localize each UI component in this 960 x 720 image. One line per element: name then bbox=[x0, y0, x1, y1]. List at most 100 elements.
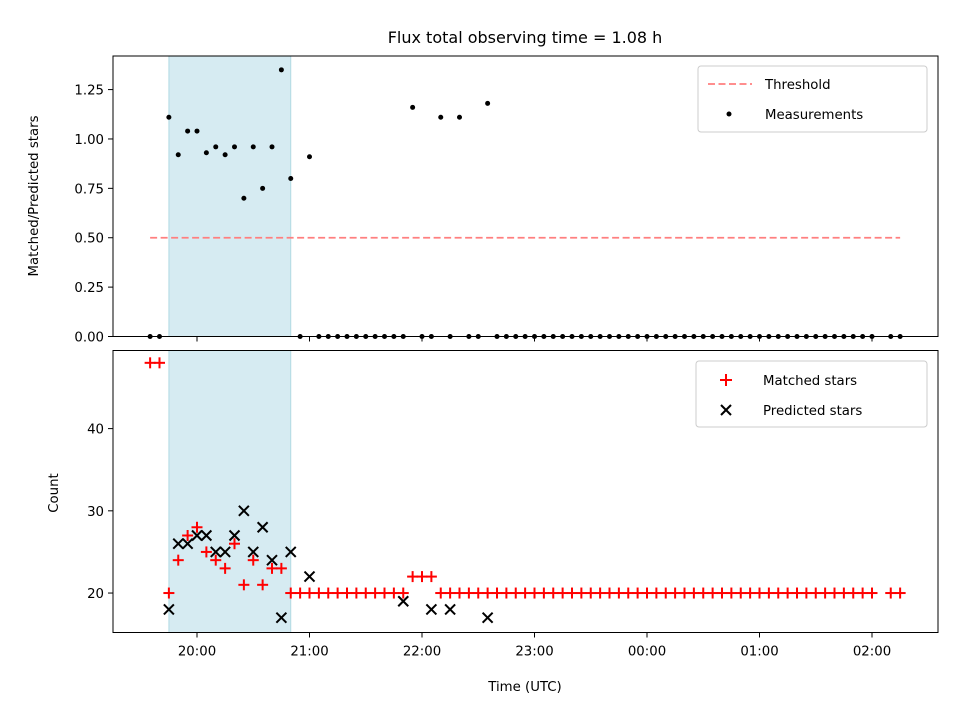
measurement-point bbox=[241, 195, 247, 201]
predicted-star-point bbox=[219, 546, 231, 558]
matched-star-point bbox=[650, 587, 662, 599]
matched-star-point bbox=[547, 587, 559, 599]
x-tick-label: 21:00 bbox=[290, 645, 328, 660]
matched-star-point bbox=[144, 357, 156, 369]
legend-measurements-swatch bbox=[726, 111, 732, 117]
matched-star-point bbox=[172, 554, 184, 566]
predicted-star-point bbox=[425, 603, 438, 616]
matched-star-point bbox=[510, 587, 522, 599]
legend-matched-swatch bbox=[720, 374, 732, 386]
measurement-point bbox=[485, 100, 491, 106]
matched-star-point bbox=[472, 587, 484, 599]
matched-star-point bbox=[810, 587, 822, 599]
matched-star-point bbox=[604, 587, 615, 599]
measurement-point bbox=[288, 175, 294, 181]
measurement-point bbox=[166, 114, 172, 120]
matched-star-point bbox=[491, 587, 503, 599]
predicted-star-point bbox=[210, 546, 222, 558]
x-tick-label: 22:00 bbox=[403, 645, 441, 660]
predicted-star-point bbox=[228, 529, 241, 542]
matched-star-point bbox=[697, 587, 709, 599]
bottom-panel: 20 30 40 20:00 21:00 22:00 23:00 00:00 01:00 02:… bbox=[47, 350, 939, 695]
matched-star-point bbox=[707, 587, 719, 599]
predicted-star-point bbox=[247, 546, 259, 558]
measurement-point bbox=[438, 114, 444, 120]
legend-predicted-label: Predicted stars bbox=[763, 404, 862, 419]
matched-star-point bbox=[294, 587, 306, 599]
measurement-point bbox=[232, 144, 237, 150]
matched-star-point bbox=[744, 587, 756, 599]
matched-star-point bbox=[154, 357, 165, 369]
bottom-y-axis: 20 30 40 bbox=[87, 423, 113, 602]
matched-star-point bbox=[425, 571, 437, 583]
measurement-point bbox=[222, 152, 228, 158]
predicted-star-point bbox=[238, 505, 250, 517]
matched-star-point bbox=[838, 587, 850, 599]
matched-star-point bbox=[575, 587, 587, 599]
predicted-star-point bbox=[200, 529, 213, 542]
matched-star-point bbox=[350, 587, 362, 599]
matched-star-point bbox=[669, 587, 681, 599]
matched-star-point bbox=[341, 587, 353, 599]
top-legend-frame bbox=[697, 65, 928, 133]
matched-star-point bbox=[538, 587, 550, 599]
measurement-point bbox=[194, 128, 200, 134]
x-tick-label: 23:00 bbox=[515, 645, 553, 660]
matched-star-point bbox=[519, 587, 531, 599]
matched-star-point bbox=[763, 587, 775, 599]
matched-star-point bbox=[613, 587, 625, 599]
predicted-star-point bbox=[397, 595, 409, 607]
predicted-star-point bbox=[444, 603, 456, 616]
predicted-star-point bbox=[163, 603, 175, 616]
measurement-point bbox=[175, 152, 181, 158]
matched-star-point bbox=[847, 587, 859, 599]
matched-star-point bbox=[885, 587, 897, 599]
predicted-star-point bbox=[266, 554, 278, 566]
matched-star-point bbox=[716, 587, 728, 599]
predicted-star-point bbox=[285, 546, 297, 558]
matched-star-point bbox=[191, 521, 203, 533]
top-plot-frame bbox=[112, 55, 939, 337]
bottom-y-axis-label: Count bbox=[47, 473, 62, 513]
measurement-point bbox=[260, 185, 266, 191]
measurement-point bbox=[213, 144, 219, 150]
top-legend: Threshold Measurements bbox=[697, 65, 928, 133]
matched-star-point bbox=[735, 587, 747, 599]
matched-star-point bbox=[182, 529, 194, 541]
matched-star-point bbox=[566, 587, 578, 599]
top-panel: 0.00 0.25 0.50 0.75 1.00 1.25 Matched/Predict… bbox=[27, 55, 939, 346]
matched-star-point bbox=[679, 587, 690, 599]
matched-star-point bbox=[275, 562, 287, 574]
matched-star-point bbox=[829, 587, 840, 599]
matched-star-point bbox=[463, 587, 475, 599]
matched-star-point bbox=[454, 587, 465, 599]
matched-star-point bbox=[163, 587, 175, 599]
predicted-star-point bbox=[303, 570, 316, 583]
measurement-point bbox=[278, 67, 284, 73]
x-tick-label: 20:00 bbox=[178, 645, 216, 660]
matched-star-point bbox=[782, 587, 794, 599]
top-y-axis-label: Matched/Predicted stars bbox=[27, 115, 42, 276]
predicted-star-point bbox=[481, 611, 494, 624]
matched-star-point bbox=[594, 587, 606, 599]
matched-star-point bbox=[660, 587, 672, 599]
measurement-point bbox=[410, 104, 416, 110]
matched-star-point bbox=[229, 538, 240, 550]
top-x-axis bbox=[196, 336, 873, 342]
matched-star-point bbox=[444, 587, 456, 599]
y-tick-label: 0.00 bbox=[74, 331, 104, 346]
matched-star-point bbox=[379, 587, 390, 599]
x-tick-label: 02:00 bbox=[853, 645, 891, 660]
matched-star-point bbox=[210, 554, 222, 566]
predicted-star-point bbox=[172, 537, 184, 550]
matched-star-point bbox=[791, 587, 803, 599]
top-y-axis: 0.00 0.25 0.50 0.75 1.00 1.25 bbox=[74, 84, 113, 346]
matched-star-point bbox=[622, 587, 634, 599]
matched-star-point bbox=[200, 546, 212, 558]
matched-star-point bbox=[313, 587, 325, 599]
legend-predicted-swatch bbox=[720, 404, 732, 416]
top-highlight-span bbox=[168, 55, 292, 337]
matched-star-point bbox=[866, 587, 878, 599]
matched-star-point bbox=[397, 587, 409, 599]
matched-star-point bbox=[894, 587, 906, 599]
